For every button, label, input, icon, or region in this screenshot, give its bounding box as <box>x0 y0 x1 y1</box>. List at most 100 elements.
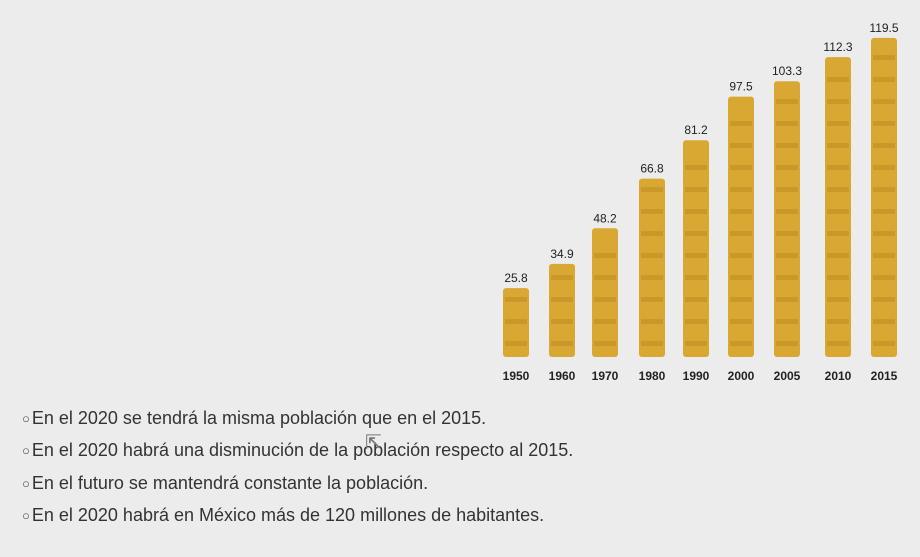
bar-texture <box>776 319 798 324</box>
bar-texture <box>730 165 752 170</box>
bar-2005 <box>774 81 800 358</box>
bar-texture <box>873 187 895 192</box>
bar-texture <box>641 187 663 192</box>
bar-texture <box>505 341 527 346</box>
bar-texture <box>776 121 798 126</box>
option-1[interactable]: ○ En el 2020 se tendrá la misma població… <box>22 402 902 435</box>
option-3[interactable]: ○ En el futuro se mantendrá constante la… <box>22 467 902 500</box>
bar-texture <box>776 231 798 236</box>
radio-icon[interactable]: ○ <box>22 475 30 491</box>
bar-texture <box>685 165 707 170</box>
bar-1980 <box>639 178 665 357</box>
bar-texture <box>827 209 849 214</box>
bar-texture <box>873 165 895 170</box>
bar-texture <box>827 231 849 236</box>
year-label-1980: 1980 <box>639 369 666 383</box>
bar-texture <box>685 297 707 302</box>
population-chart: 25.8 1950 34.9 1960 48.2 1970 66.8 1980 81.2 1990… <box>503 21 899 383</box>
bar-texture <box>776 143 798 148</box>
bar-texture <box>827 319 849 324</box>
bar-texture <box>827 99 849 104</box>
bar-texture <box>594 319 616 324</box>
bar-texture <box>730 341 752 346</box>
value-label-1970: 48.2 <box>593 211 617 225</box>
bar-1950 <box>503 288 529 357</box>
bar-texture <box>730 121 752 126</box>
mouse-cursor-icon: ⇱ <box>365 432 382 454</box>
bar-texture <box>730 319 752 324</box>
bar-texture <box>776 275 798 280</box>
option-2[interactable]: ○ En el 2020 habrá una disminución de la… <box>22 435 902 468</box>
chart-svg: 25.8 1950 34.9 1960 48.2 1970 66.8 1980 81.2 1990… <box>503 21 899 383</box>
bar-texture <box>505 319 527 324</box>
bar-2000 <box>728 96 754 358</box>
bar-texture <box>505 297 527 302</box>
bar-rect <box>592 228 618 357</box>
bar-texture <box>641 275 663 280</box>
bar-texture <box>827 77 849 82</box>
bar-texture <box>827 187 849 192</box>
option-3-label: En el futuro se mantendrá constante la p… <box>31 472 429 493</box>
radio-icon[interactable]: ○ <box>22 410 30 426</box>
bar-texture <box>827 121 849 126</box>
option-4[interactable]: ○ En el 2020 habrá en México más de 120 … <box>22 500 902 533</box>
year-label-1990: 1990 <box>683 369 710 383</box>
bar-texture <box>730 187 752 192</box>
bar-rect <box>825 57 851 358</box>
bar-texture <box>873 55 895 60</box>
bar-texture <box>827 253 849 258</box>
value-label-2010: 112.3 <box>823 40 852 54</box>
bar-texture <box>776 165 798 170</box>
bar-texture <box>776 341 798 346</box>
value-label-1990: 81.2 <box>684 123 708 137</box>
value-label-2005: 103.3 <box>772 64 802 78</box>
bar-texture <box>730 253 752 258</box>
bar-rect <box>639 178 665 357</box>
bar-texture <box>730 297 752 302</box>
value-label-2015: 119.5 <box>869 21 898 35</box>
bar-texture <box>551 341 573 346</box>
bar-texture <box>873 297 895 302</box>
bar-texture <box>685 253 707 258</box>
bar-texture <box>827 143 849 148</box>
bar-texture <box>776 187 798 192</box>
bar-rect <box>683 140 709 357</box>
bar-texture <box>776 99 798 104</box>
bar-texture <box>641 319 663 324</box>
year-label-2005: 2005 <box>774 369 801 383</box>
bar-texture <box>873 231 895 236</box>
option-4-label: En el 2020 habrá en México más de 120 mi… <box>31 505 545 526</box>
bar-texture <box>594 253 616 258</box>
bar-texture <box>873 99 895 104</box>
bar-texture <box>551 275 573 280</box>
bar-texture <box>827 297 849 302</box>
year-label-2000: 2000 <box>728 369 755 383</box>
answer-options: ○ En el 2020 se tendrá la misma població… <box>22 402 902 532</box>
radio-icon[interactable]: ○ <box>22 508 30 524</box>
bar-texture <box>776 209 798 214</box>
bar-texture <box>776 253 798 258</box>
value-label-1980: 66.8 <box>640 162 664 176</box>
bar-texture <box>873 253 895 258</box>
bar-texture <box>827 341 849 346</box>
bar-texture <box>873 77 895 82</box>
bar-texture <box>873 143 895 148</box>
bar-2010 <box>825 57 851 358</box>
bar-texture <box>827 275 849 280</box>
bar-texture <box>641 231 663 236</box>
bar-texture <box>641 341 663 346</box>
bar-texture <box>873 341 895 346</box>
bar-rect <box>871 37 897 358</box>
bar-1960 <box>549 263 575 357</box>
bar-texture <box>641 253 663 258</box>
option-2-label: En el 2020 habrá una disminución de la p… <box>31 440 574 461</box>
bar-texture <box>730 231 752 236</box>
bar-rect <box>549 263 575 357</box>
radio-icon[interactable]: ○ <box>22 443 30 459</box>
bar-texture <box>685 319 707 324</box>
bar-texture <box>594 275 616 280</box>
bar-texture <box>873 121 895 126</box>
bar-1970 <box>592 228 618 357</box>
bar-texture <box>685 209 707 214</box>
bar-texture <box>776 297 798 302</box>
